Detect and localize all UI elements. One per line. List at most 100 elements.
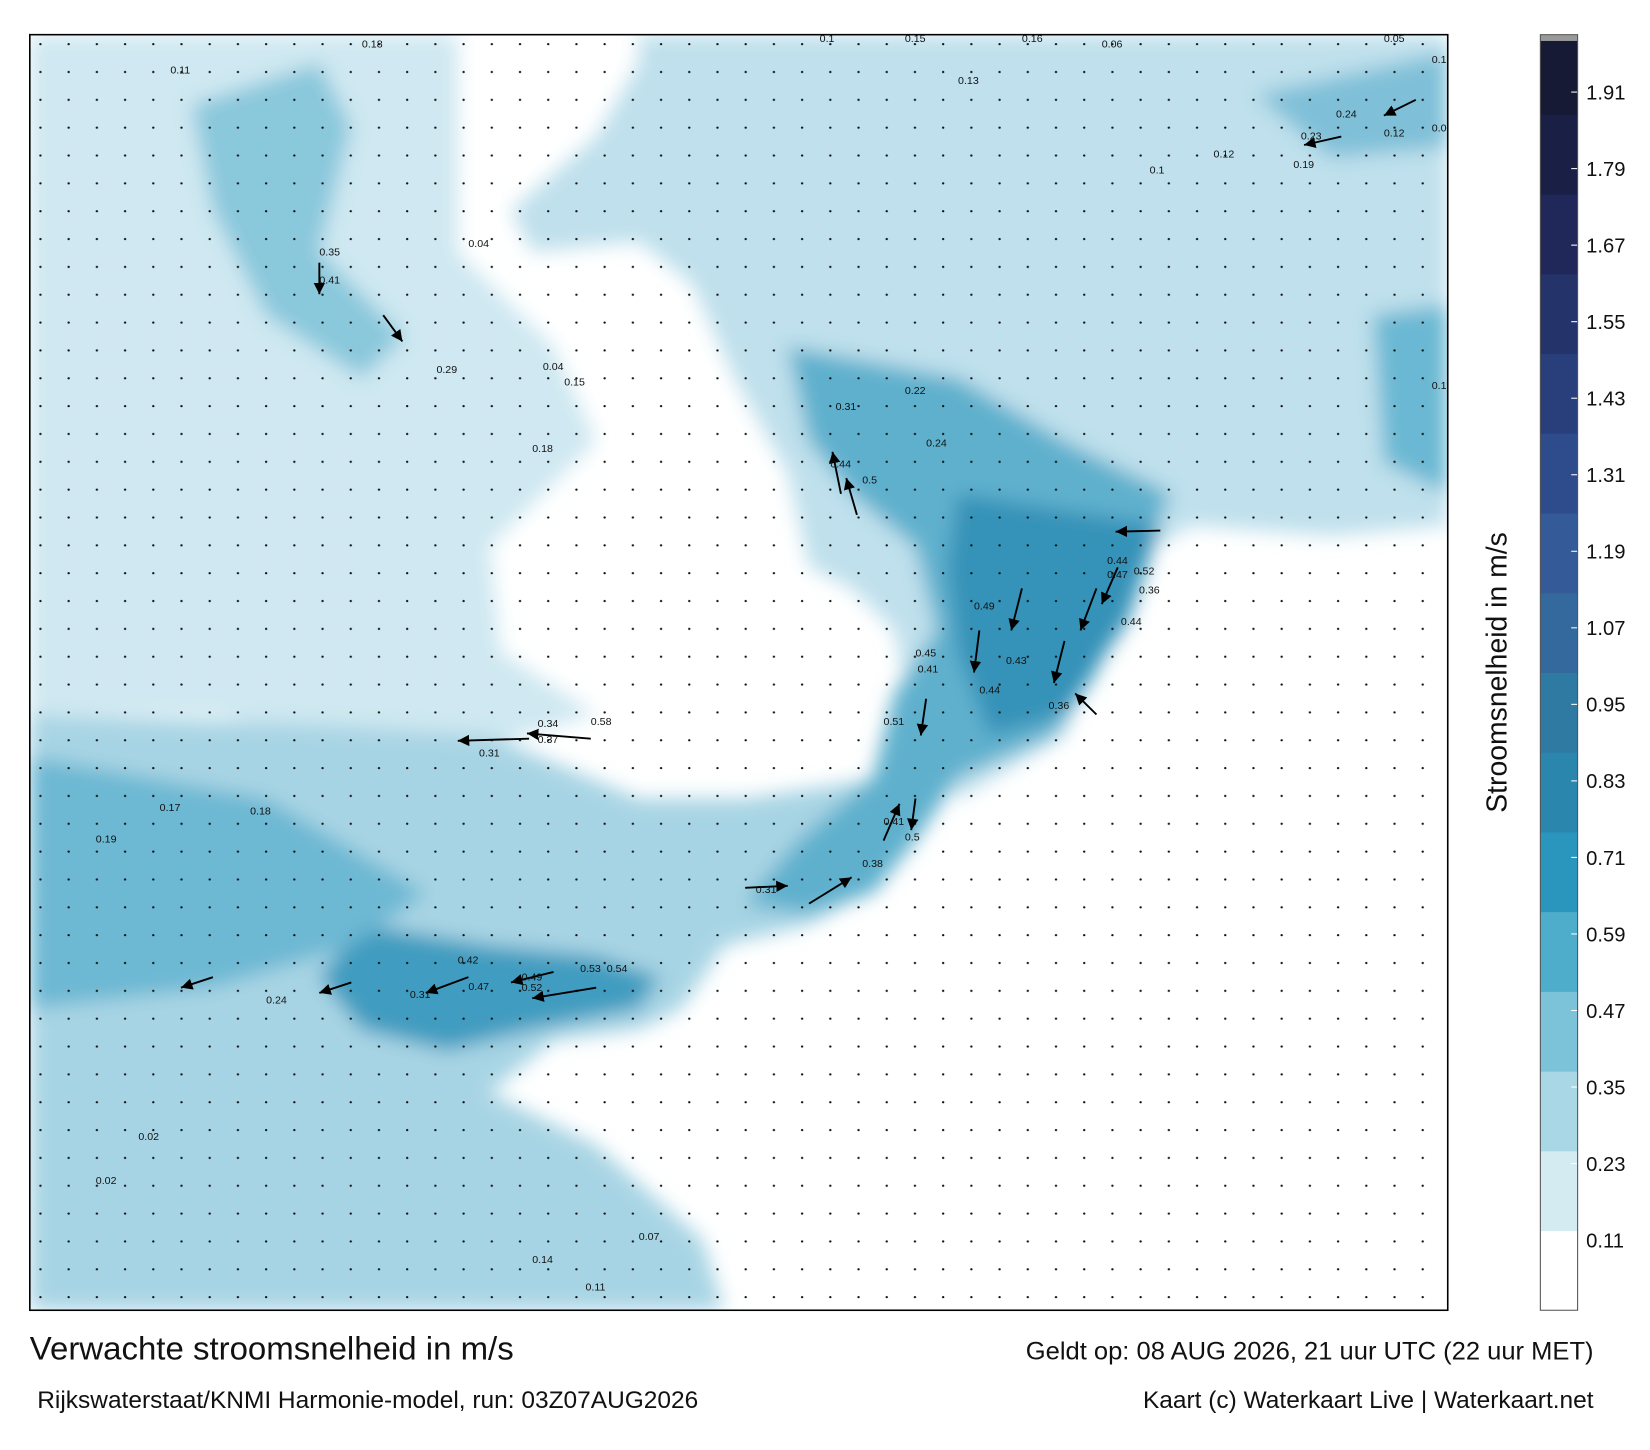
current-arrow — [1115, 525, 1161, 538]
speed-label: 0.44 — [1121, 616, 1142, 628]
colorbar-tick-label: 0.35 — [1586, 1077, 1625, 1099]
current-arrow — [457, 734, 530, 747]
current-arrow — [319, 981, 352, 995]
current-arrow — [526, 728, 591, 741]
colorbar-tick-label: 0.71 — [1586, 848, 1625, 870]
current-arrow — [1100, 567, 1119, 605]
colorbar-band — [1540, 752, 1578, 833]
speed-label: 0.34 — [538, 718, 559, 730]
colorbar-band — [1540, 194, 1578, 275]
speed-label: 0.44 — [1107, 555, 1128, 567]
colorbar-band — [1540, 592, 1578, 673]
speed-label: 0.51 — [884, 716, 905, 728]
colorbar-band — [1540, 433, 1578, 514]
colorbar-tick-label: 1.79 — [1586, 159, 1625, 181]
current-arrow — [425, 976, 469, 995]
speed-label: 0.38 — [862, 858, 883, 870]
speed-label: 0.5 — [905, 832, 920, 844]
colorbar-frame — [1539, 34, 1579, 1311]
speed-label: 0.04 — [468, 238, 489, 250]
source: Rijkswaterstaat/KNMI Harmonie-model, run… — [37, 1387, 698, 1414]
speed-label: 0.15 — [564, 377, 585, 389]
colorbar-tick-label: 1.43 — [1586, 389, 1625, 411]
speed-label: 0.52 — [1134, 566, 1155, 578]
speed-label: 0.02 — [1432, 122, 1453, 134]
colorbar-band — [1540, 672, 1578, 753]
colorbar-band — [1540, 34, 1578, 115]
speed-label: 0.02 — [96, 1175, 117, 1187]
speed-label: 0.43 — [1006, 655, 1027, 667]
credit: Kaart (c) Waterkaart Live | Waterkaart.n… — [1143, 1387, 1594, 1414]
colorbar-tick-label: 1.07 — [1586, 618, 1625, 640]
speed-label: 0.18 — [362, 38, 383, 50]
speed-label: 0.31 — [410, 989, 431, 1001]
speed-label: 0.54 — [607, 963, 628, 975]
colorbar-tick-label: 0.83 — [1586, 771, 1625, 793]
speed-label: 0.1 — [820, 33, 835, 45]
speed-label: 0.44 — [830, 459, 851, 471]
speed-label: 0.19 — [1293, 159, 1314, 171]
current-arrow — [916, 698, 929, 736]
speed-label: 0.18 — [250, 805, 271, 817]
colorbar-band — [1540, 831, 1578, 913]
speed-label: 0.15 — [1432, 380, 1453, 392]
colorbar-tick-label: 1.67 — [1586, 236, 1625, 258]
colorbar-tick-label: 0.59 — [1586, 924, 1625, 946]
speed-label: 0.22 — [905, 385, 926, 397]
speed-label: 0.05 — [1384, 33, 1405, 45]
speed-labels: 0.11 0.18 0.1 0.15 0.16 0.06 0.05 0.12 0.24 0.23 0… — [96, 33, 1453, 1294]
speed-label: 0.49 — [522, 971, 543, 983]
speed-label: 0.52 — [522, 982, 543, 994]
current-arrow — [829, 451, 842, 495]
colorbar-tick-label: 0.23 — [1586, 1154, 1625, 1176]
speed-label: 0.18 — [532, 443, 553, 455]
speed-label: 0.5 — [862, 474, 877, 486]
current-arrow — [1079, 588, 1098, 631]
speed-label: 0.12 — [1384, 128, 1405, 140]
speed-label: 0.58 — [591, 716, 612, 728]
speed-label: 0.31 — [756, 884, 777, 896]
colorbar-cap — [1540, 34, 1578, 41]
current-arrow — [1074, 692, 1098, 716]
speed-label: 0.41 — [918, 664, 939, 676]
speed-label: 0.36 — [1049, 700, 1070, 712]
speed-label: 0.23 — [1301, 131, 1322, 143]
colorbar-label: Stroomsnelheid in m/s — [1481, 532, 1513, 813]
current-arrow — [969, 630, 982, 673]
speed-label: 0.1 — [1150, 164, 1165, 176]
colorbar-tick-label: 0.95 — [1586, 695, 1625, 717]
colorbar-band — [1540, 911, 1578, 992]
current-arrow — [1383, 98, 1417, 117]
speed-label: 0.19 — [96, 834, 117, 846]
speed-label: 0.12 — [1214, 149, 1235, 161]
current-arrow — [532, 986, 597, 1002]
speed-label: 0.49 — [974, 600, 995, 612]
colorbar-band — [1540, 1150, 1578, 1232]
current-arrow — [1303, 135, 1342, 149]
colorbar: 0.11 0.23 0.35 0.47 0.59 0.71 0.83 0.95 1.07 1.19… — [1540, 34, 1625, 1311]
colorbar-tick-label: 1.31 — [1586, 465, 1625, 487]
speed-label: 0.11 — [585, 1281, 605, 1293]
title: Verwachte stroomsnelheid in m/s — [30, 1330, 514, 1367]
speed-label: 0.45 — [915, 648, 936, 660]
colorbar-band — [1540, 1230, 1578, 1311]
speed-label: 0.35 — [319, 246, 340, 258]
speed-label: 0.53 — [580, 963, 601, 975]
current-arrow — [1008, 588, 1023, 631]
speed-label: 0.41 — [319, 275, 340, 287]
speed-label: 0.44 — [979, 685, 1000, 697]
speed-label: 0.06 — [1102, 38, 1123, 50]
speed-label: 0.24 — [266, 995, 287, 1007]
current-arrow — [843, 477, 858, 516]
speed-label: 0.31 — [836, 401, 857, 413]
current-arrow — [382, 314, 404, 343]
current-arrow — [745, 880, 788, 892]
speed-label: 0.36 — [1139, 585, 1160, 597]
speed-label: 0.14 — [532, 1254, 553, 1266]
colorbar-tick-label: 1.91 — [1586, 83, 1625, 105]
colorbar-band — [1540, 1071, 1578, 1152]
colorbar-tick-label: 0.11 — [1586, 1231, 1624, 1253]
colorbar-band — [1540, 273, 1578, 355]
valid-time: Geldt op: 08 AUG 2026, 21 uur UTC (22 uu… — [1026, 1338, 1594, 1366]
